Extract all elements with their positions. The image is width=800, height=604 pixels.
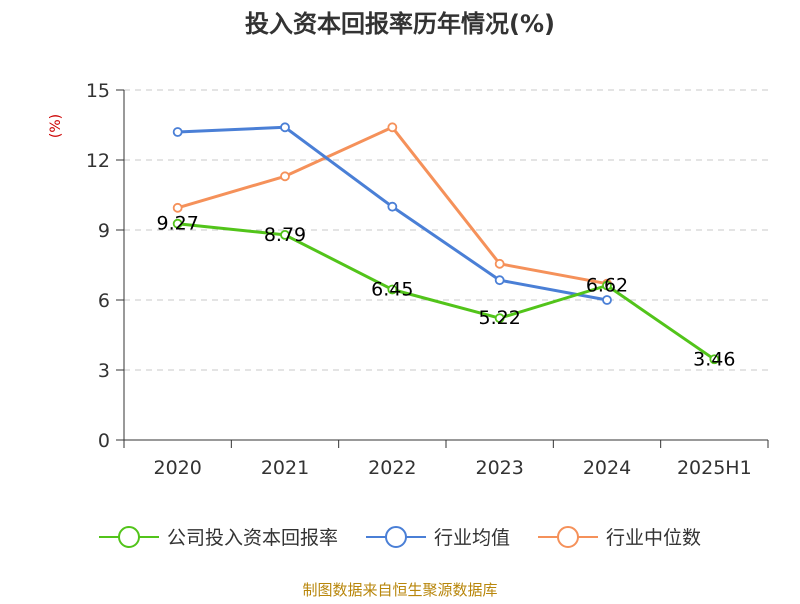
chart-title: 投入资本回报率历年情况(%) bbox=[245, 10, 555, 38]
legend-marker bbox=[385, 526, 407, 548]
data-point bbox=[387, 201, 398, 212]
y-tick-label: 3 bbox=[98, 360, 110, 382]
data-point bbox=[387, 284, 398, 295]
legend-label: 公司投入资本回报率 bbox=[167, 527, 338, 549]
legend-label: 行业中位数 bbox=[606, 527, 701, 549]
data-labels: 9.27 8.79 6.45 5.22 6.62 3.46 bbox=[157, 213, 736, 371]
legend-marker bbox=[557, 526, 579, 548]
source-note: 制图数据来自恒生聚源数据库 bbox=[302, 581, 497, 599]
data-label: 3.46 bbox=[693, 348, 735, 370]
legend-item: 行业中位数 bbox=[538, 526, 701, 549]
x-tick-label: 2024 bbox=[583, 457, 631, 479]
data-label: 9.27 bbox=[157, 213, 199, 235]
x-tick-label: 2021 bbox=[261, 457, 309, 479]
y-tick-label: 6 bbox=[98, 290, 110, 312]
y-tick-label: 9 bbox=[98, 220, 110, 242]
data-point bbox=[280, 171, 290, 182]
legend: 公司投入资本回报率 行业均值 行业中位数 bbox=[99, 526, 701, 549]
x-tick-label: 2023 bbox=[475, 457, 523, 479]
x-tick-label: 2025H1 bbox=[677, 457, 752, 479]
y-axis-unit: (%) bbox=[48, 114, 64, 138]
data-point bbox=[172, 218, 183, 229]
legend-label: 行业均值 bbox=[434, 527, 510, 549]
series-0 bbox=[172, 218, 720, 365]
axes: 0 3 6 9 12 15 2020 2021 2022 2023 2024 2025H1 bbox=[86, 80, 769, 479]
data-point bbox=[280, 229, 290, 240]
data-point bbox=[602, 280, 612, 291]
data-point bbox=[494, 313, 505, 324]
x-tick-label: 2022 bbox=[368, 457, 416, 479]
data-label: 6.45 bbox=[371, 279, 413, 301]
y-tick-label: 12 bbox=[86, 150, 110, 172]
data-label: 8.79 bbox=[264, 224, 306, 246]
data-point bbox=[494, 258, 505, 269]
y-tick-label: 0 bbox=[98, 430, 110, 452]
data-point bbox=[494, 275, 505, 286]
data-point bbox=[172, 202, 183, 213]
legend-item: 行业均值 bbox=[366, 526, 510, 549]
data-point bbox=[602, 295, 612, 305]
x-tick-label: 2020 bbox=[153, 457, 201, 479]
data-point bbox=[280, 122, 290, 133]
grid-lines bbox=[124, 89, 768, 371]
series-line bbox=[177, 222, 716, 361]
legend-marker bbox=[118, 526, 140, 548]
data-label: 6.62 bbox=[586, 275, 628, 297]
data-point bbox=[709, 354, 720, 365]
legend-item: 公司投入资本回报率 bbox=[99, 526, 338, 549]
data-point bbox=[387, 122, 398, 133]
data-point bbox=[172, 127, 183, 137]
series-layer bbox=[172, 122, 720, 365]
data-label: 5.22 bbox=[479, 307, 521, 329]
series-1 bbox=[172, 122, 612, 305]
series-line bbox=[177, 125, 608, 302]
y-tick-label: 15 bbox=[86, 80, 110, 102]
